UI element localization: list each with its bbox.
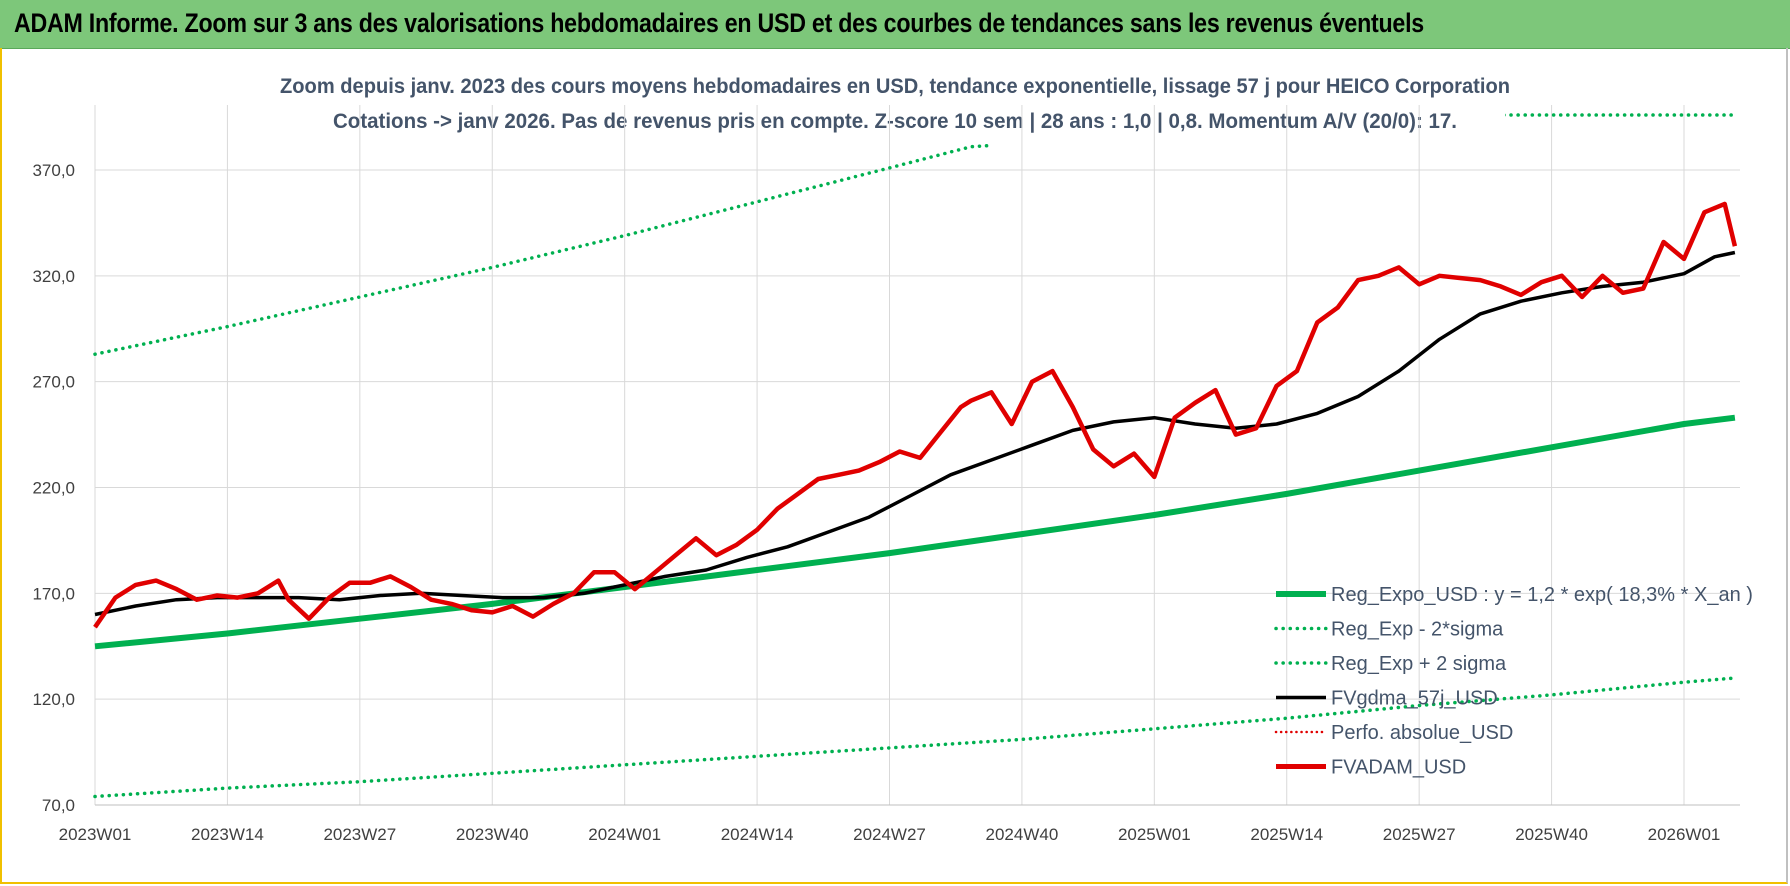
legend-label-fvadam: FVADAM_USD [1331, 757, 1466, 779]
chart-title-line2: Cotations -> janv 2026. Pas de revenus p… [333, 110, 1457, 133]
series-line-fvgdma [94, 250, 1736, 617]
y-tick-label: 320,0 [32, 267, 75, 286]
x-tick-label: 2026W01 [1648, 825, 1721, 844]
x-tick-label: 2025W27 [1383, 825, 1456, 844]
page-title: ADAM Informe. Zoom sur 3 ans des valoris… [14, 8, 1424, 38]
x-axis: 2023W01 2023W14 2023W27 2023W40 2024W01 2024W… [59, 825, 1721, 844]
x-tick-label: 2024W27 [853, 825, 926, 844]
x-tick-label: 2023W40 [456, 825, 529, 844]
legend-label-plus2: Reg_Exp + 2 sigma [1331, 653, 1507, 675]
y-tick-label: 370,0 [32, 161, 75, 180]
y-tick-label: 220,0 [32, 479, 75, 498]
grid-lines [94, 105, 1740, 806]
y-tick-label: 170,0 [32, 584, 75, 603]
chart-title-line1: Zoom depuis janv. 2023 des cours moyens … [280, 75, 1510, 98]
legend: Reg_Expo_USD : y = 1,2 * exp( 18,3% * X_… [1274, 584, 1753, 779]
x-tick-label: 2024W14 [721, 825, 794, 844]
series-line-fvadam [93, 201, 1738, 629]
legend-label-perfo: Perfo. absolue_USD [1331, 722, 1513, 744]
header-bar: ADAM Informe. Zoom sur 3 ans des valoris… [0, 0, 1790, 49]
series-line-reg-expo [94, 414, 1736, 650]
y-tick-label: 270,0 [32, 373, 75, 392]
x-tick-label: 2025W14 [1250, 825, 1323, 844]
x-tick-label: 2025W01 [1118, 825, 1191, 844]
chart-frame [0, 48, 1788, 884]
legend-label-minus2: Reg_Exp - 2*sigma [1331, 619, 1504, 641]
series-line-plus-2-sigma [93, 113, 1737, 356]
y-tick-label: 70,0 [42, 796, 75, 815]
series-group [93, 113, 1738, 799]
x-tick-label: 2024W40 [986, 825, 1059, 844]
x-tick-label: 2023W14 [191, 825, 264, 844]
y-axis: 70,0 120,0 170,0 220,0 270,0 320,0 370,0 [32, 161, 75, 815]
legend-label-reg_expo: Reg_Expo_USD : y = 1,2 * exp( 18,3% * X_… [1331, 584, 1753, 606]
x-tick-label: 2024W01 [588, 825, 661, 844]
x-tick-label: 2025W40 [1515, 825, 1588, 844]
y-tick-label: 120,0 [32, 690, 75, 709]
x-tick-label: 2023W01 [59, 825, 132, 844]
x-tick-label: 2023W27 [323, 825, 396, 844]
legend-label-fvgdma: FVgdma_57j_USD [1331, 688, 1498, 710]
